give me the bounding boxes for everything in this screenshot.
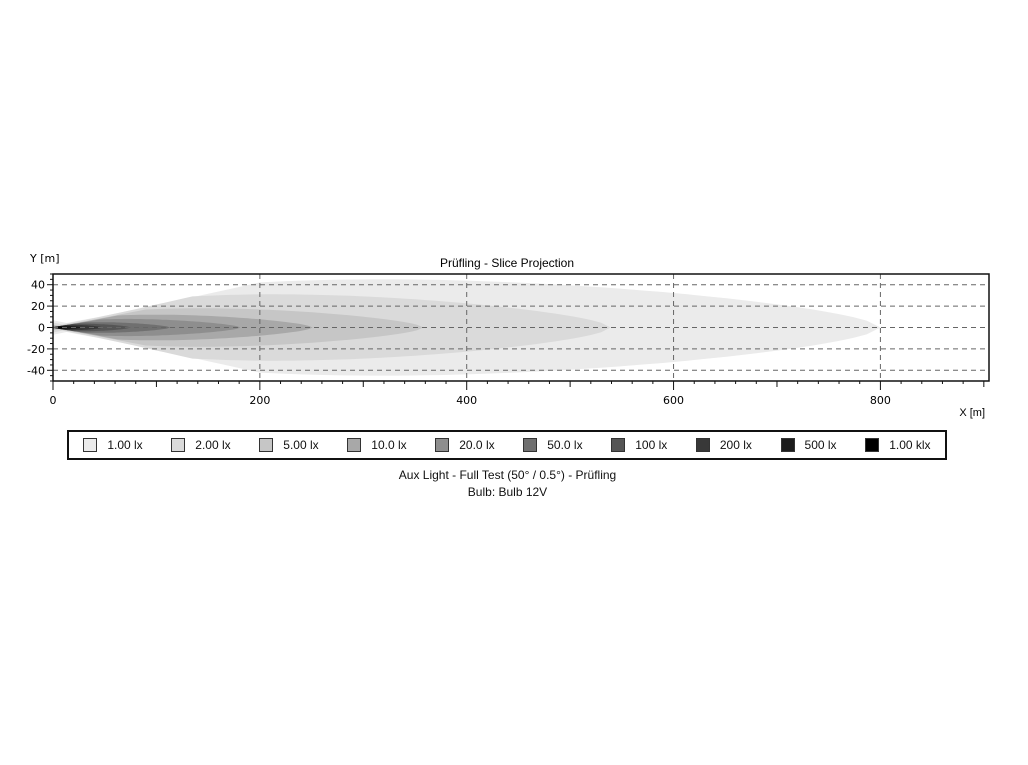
legend-item: 50.0 lx	[523, 438, 583, 452]
caption-test: Aux Light - Full Test (50° / 0.5°) - Prü…	[398, 468, 617, 482]
legend-label: 10.0 lx	[371, 438, 407, 452]
caption-bulb: Bulb: Bulb 12V	[467, 485, 548, 499]
x-tick-label: 400	[456, 394, 477, 407]
chart-title: Prüfling - Slice Projection	[440, 256, 574, 270]
x-tick-label: 800	[870, 394, 891, 407]
legend: 1.00 lx 2.00 lx 5.00 lx 10.0 lx 20.0 lx 50.0 …	[67, 430, 947, 460]
legend-item: 500 lx	[780, 438, 837, 452]
legend-label: 2.00 lx	[195, 438, 231, 452]
legend-swatch	[695, 438, 710, 452]
legend-label: 5.00 lx	[283, 438, 319, 452]
x-tick-label: 600	[663, 394, 684, 407]
y-tick-label: 0	[38, 322, 45, 335]
legend-label: 100 lx	[635, 438, 668, 452]
legend-label: 1.00 lx	[107, 438, 143, 452]
legend-item: 1.00 lx	[83, 438, 143, 452]
y-tick-label: 20	[31, 300, 45, 313]
legend-item: 1.00 klx	[865, 438, 931, 452]
legend-swatch	[523, 438, 538, 452]
legend-item: 200 lx	[695, 438, 752, 452]
y-tick-label: -40	[27, 364, 45, 377]
legend-label: 1.00 klx	[889, 438, 931, 452]
legend-item: 20.0 lx	[435, 438, 495, 452]
legend-item: 2.00 lx	[171, 438, 231, 452]
x-tick-label: 200	[249, 394, 270, 407]
legend-swatch	[83, 438, 98, 452]
y-tick-label: 40	[31, 279, 45, 292]
legend-label: 500 lx	[804, 438, 837, 452]
y-axis-label: Y [m]	[29, 252, 60, 265]
contour-1-00-klx	[53, 326, 68, 329]
x-axis-label: X [m]	[959, 407, 985, 419]
legend-swatch	[780, 438, 795, 452]
legend-swatch	[347, 438, 362, 452]
y-tick-label: -20	[27, 343, 45, 356]
legend-swatch	[171, 438, 186, 452]
legend-item: 100 lx	[611, 438, 667, 452]
legend-swatch	[435, 438, 450, 452]
legend-label: 50.0 lx	[547, 438, 583, 452]
legend-item: 5.00 lx	[259, 438, 319, 452]
legend-label: 200 lx	[719, 438, 752, 452]
legend-label: 20.0 lx	[459, 438, 495, 452]
x-tick-label: 0	[50, 394, 57, 407]
legend-swatch	[865, 438, 880, 452]
legend-item: 10.0 lx	[347, 438, 407, 452]
legend-swatch	[611, 438, 626, 452]
legend-swatch	[259, 438, 274, 452]
